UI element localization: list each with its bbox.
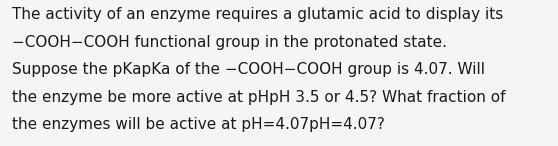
Text: −COOH−COOH functional group in the protonated state.: −COOH−COOH functional group in the proto… <box>12 35 448 50</box>
Text: the enzymes will be active at pH=4.07pH=4.07?: the enzymes will be active at pH=4.07pH=… <box>12 117 385 132</box>
Text: the enzyme be more active at pHpH 3.5 or 4.5? What fraction of: the enzyme be more active at pHpH 3.5 or… <box>12 90 506 105</box>
Text: The activity of an enzyme requires a glutamic acid to display its: The activity of an enzyme requires a glu… <box>12 7 503 22</box>
Text: Suppose the pKapKa of the −COOH−COOH group is 4.07. Will: Suppose the pKapKa of the −COOH−COOH gro… <box>12 62 485 77</box>
